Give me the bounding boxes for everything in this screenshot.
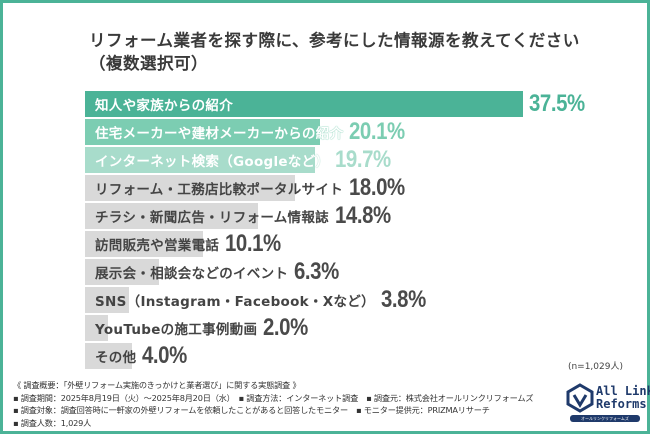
subtitle-line: （複数選択可） [89, 54, 208, 73]
value-label: 10.1% [225, 230, 281, 257]
bar-row: リフォーム・工務店比較ポータルサイト 18.0% [85, 174, 625, 201]
bar-row: インターネット検索（Googleなど） 19.7% [85, 146, 625, 173]
category-label: インターネット検索（Googleなど） [95, 154, 330, 170]
bar [85, 315, 109, 341]
bar [85, 147, 316, 173]
note-line: ▪ 調査対象：調査回答時に一軒家の外壁リフォームを依頼したことがあると回答したモ… [13, 405, 490, 415]
category-label: YouTubeの施工事例動画 [95, 322, 258, 338]
bar-row: 訪問販売や営業電話 10.1% [85, 230, 625, 257]
survey-notes: 《 調査概要：「外壁リフォーム実施のきっかけと業者選び」に関する実態調査 》 ▪… [13, 379, 553, 429]
note-line: ▪ 調査人数：1,029人 [13, 417, 92, 428]
logo-mark-icon [566, 383, 594, 413]
bar [85, 287, 130, 313]
logo-text-1: All Link [596, 384, 650, 398]
bar [85, 343, 132, 369]
category-label: 住宅メーカーや建材メーカーからの紹介 [95, 126, 344, 142]
value-label: 18.0% [349, 174, 405, 201]
bar-row: チラシ・新聞広告・リフォーム情報誌 14.8% [85, 202, 625, 229]
bar [85, 231, 203, 257]
logo-text-2: Reforms [596, 397, 647, 411]
bar-row: 知人や家族からの紹介 37.5% [85, 90, 625, 117]
category-label: SNS（Instagram・Facebook・Xなど） [95, 294, 375, 310]
bar [85, 91, 523, 117]
category-label: 展示会・相談会などのイベント [95, 266, 289, 282]
sample-size: (n=1,029人) [567, 362, 623, 372]
chart-title: リフォーム業者を探す際に、参考にした情報源を教えてください （複数選択可） [89, 29, 580, 75]
value-label: 37.5% [529, 90, 585, 117]
value-label: 19.7% [335, 146, 392, 173]
value-label: 14.8% [334, 202, 391, 229]
value-label: 20.1% [349, 118, 406, 145]
logo-subtext: オールリンクリフォームズ [570, 415, 640, 422]
company-logo: All Link Reforms オールリンクリフォームズ [566, 383, 650, 427]
bar-rows: 知人や家族からの紹介 37.5% 住宅メーカーや建材メーカーからの紹介 20.1% イン… [85, 90, 625, 371]
note-line: 《 調査概要：「外壁リフォーム実施のきっかけと業者選び」に関する実態調査 》 [13, 380, 301, 390]
category-label: 訪問販売や営業電話 [95, 238, 220, 254]
category-label: チラシ・新聞広告・リフォーム情報誌 [95, 210, 329, 226]
bar [85, 175, 296, 201]
bar-row: YouTubeの施工事例動画 2.0% [85, 314, 625, 341]
bar-row: SNS（Instagram・Facebook・Xなど） 3.8% [85, 286, 625, 313]
category-label: リフォーム・工務店比較ポータルサイト [95, 182, 343, 198]
bar [85, 119, 320, 145]
category-label: 知人や家族からの紹介 [95, 98, 233, 114]
title-line: リフォーム業者を探す際に、参考にした情報源を教えてください [89, 31, 580, 50]
value-label: 3.8% [380, 286, 426, 313]
bar-row: その他 4.0% [85, 342, 625, 369]
bar-row: 展示会・相談会などのイベント 6.3% [85, 258, 625, 285]
note-line: ▪ 調査期間：2025年8月19日（火）〜2025年8月20日（水） ▪ 調査方… [13, 392, 534, 403]
value-label: 4.0% [142, 342, 188, 369]
bar [85, 259, 159, 285]
bar-row: 住宅メーカーや建材メーカーからの紹介 20.1% [85, 118, 625, 145]
bar [85, 203, 258, 229]
value-label: 6.3% [294, 258, 340, 285]
category-label: その他 [95, 350, 137, 366]
value-label: 2.0% [263, 314, 309, 341]
